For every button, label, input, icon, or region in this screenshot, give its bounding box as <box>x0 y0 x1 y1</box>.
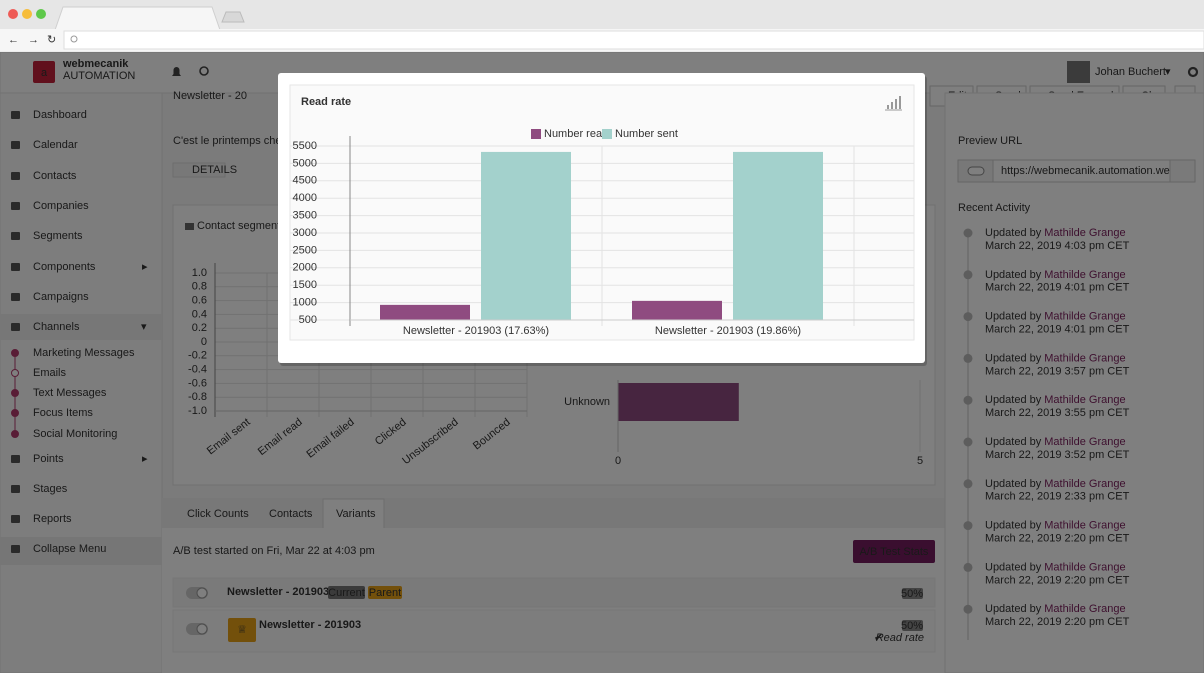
reload-button[interactable]: ↻ <box>47 34 56 46</box>
bar <box>380 304 470 320</box>
search-icon <box>70 35 78 43</box>
legend-label[interactable]: Number sent <box>615 128 678 140</box>
maximize-button[interactable] <box>36 9 46 19</box>
y-tick-label: 2000 <box>293 262 317 274</box>
y-tick-label: 3500 <box>293 210 317 222</box>
legend-swatch[interactable] <box>602 129 612 139</box>
y-tick-label: 4500 <box>293 175 317 187</box>
forward-button[interactable]: → <box>28 34 39 46</box>
bar <box>733 151 823 320</box>
y-tick-label: 1500 <box>293 279 317 291</box>
y-tick-label: 2500 <box>293 244 317 256</box>
back-button[interactable]: ← <box>8 34 19 46</box>
chart-menu-icon <box>887 105 889 109</box>
address-bar[interactable] <box>63 30 1204 50</box>
chart-menu-icon <box>891 102 893 109</box>
chart-title: Read rate <box>301 96 351 108</box>
chart-menu-icon <box>895 99 897 109</box>
y-tick-label: 500 <box>299 314 317 326</box>
close-button[interactable] <box>8 9 18 19</box>
legend-label[interactable]: Number read <box>544 128 608 140</box>
y-tick-label: 5000 <box>293 157 317 169</box>
legend-swatch[interactable] <box>531 129 541 139</box>
y-tick-label: 5500 <box>293 140 317 152</box>
x-tick-label: Newsletter - 201903 (17.63%) <box>403 325 549 337</box>
browser-tab[interactable] <box>54 6 221 31</box>
modal: Read rate Number read Number sent 500 1000 15… <box>278 73 927 366</box>
y-tick-label: 1000 <box>293 297 317 309</box>
new-tab[interactable] <box>221 11 245 23</box>
y-tick-label: 3000 <box>293 227 317 239</box>
bar <box>632 300 722 320</box>
chart-menu-icon <box>899 96 901 109</box>
x-tick-label: Newsletter - 201903 (19.86%) <box>655 325 801 337</box>
bar <box>481 151 571 320</box>
y-tick-label: 4000 <box>293 192 317 204</box>
minimize-button[interactable] <box>22 9 32 19</box>
